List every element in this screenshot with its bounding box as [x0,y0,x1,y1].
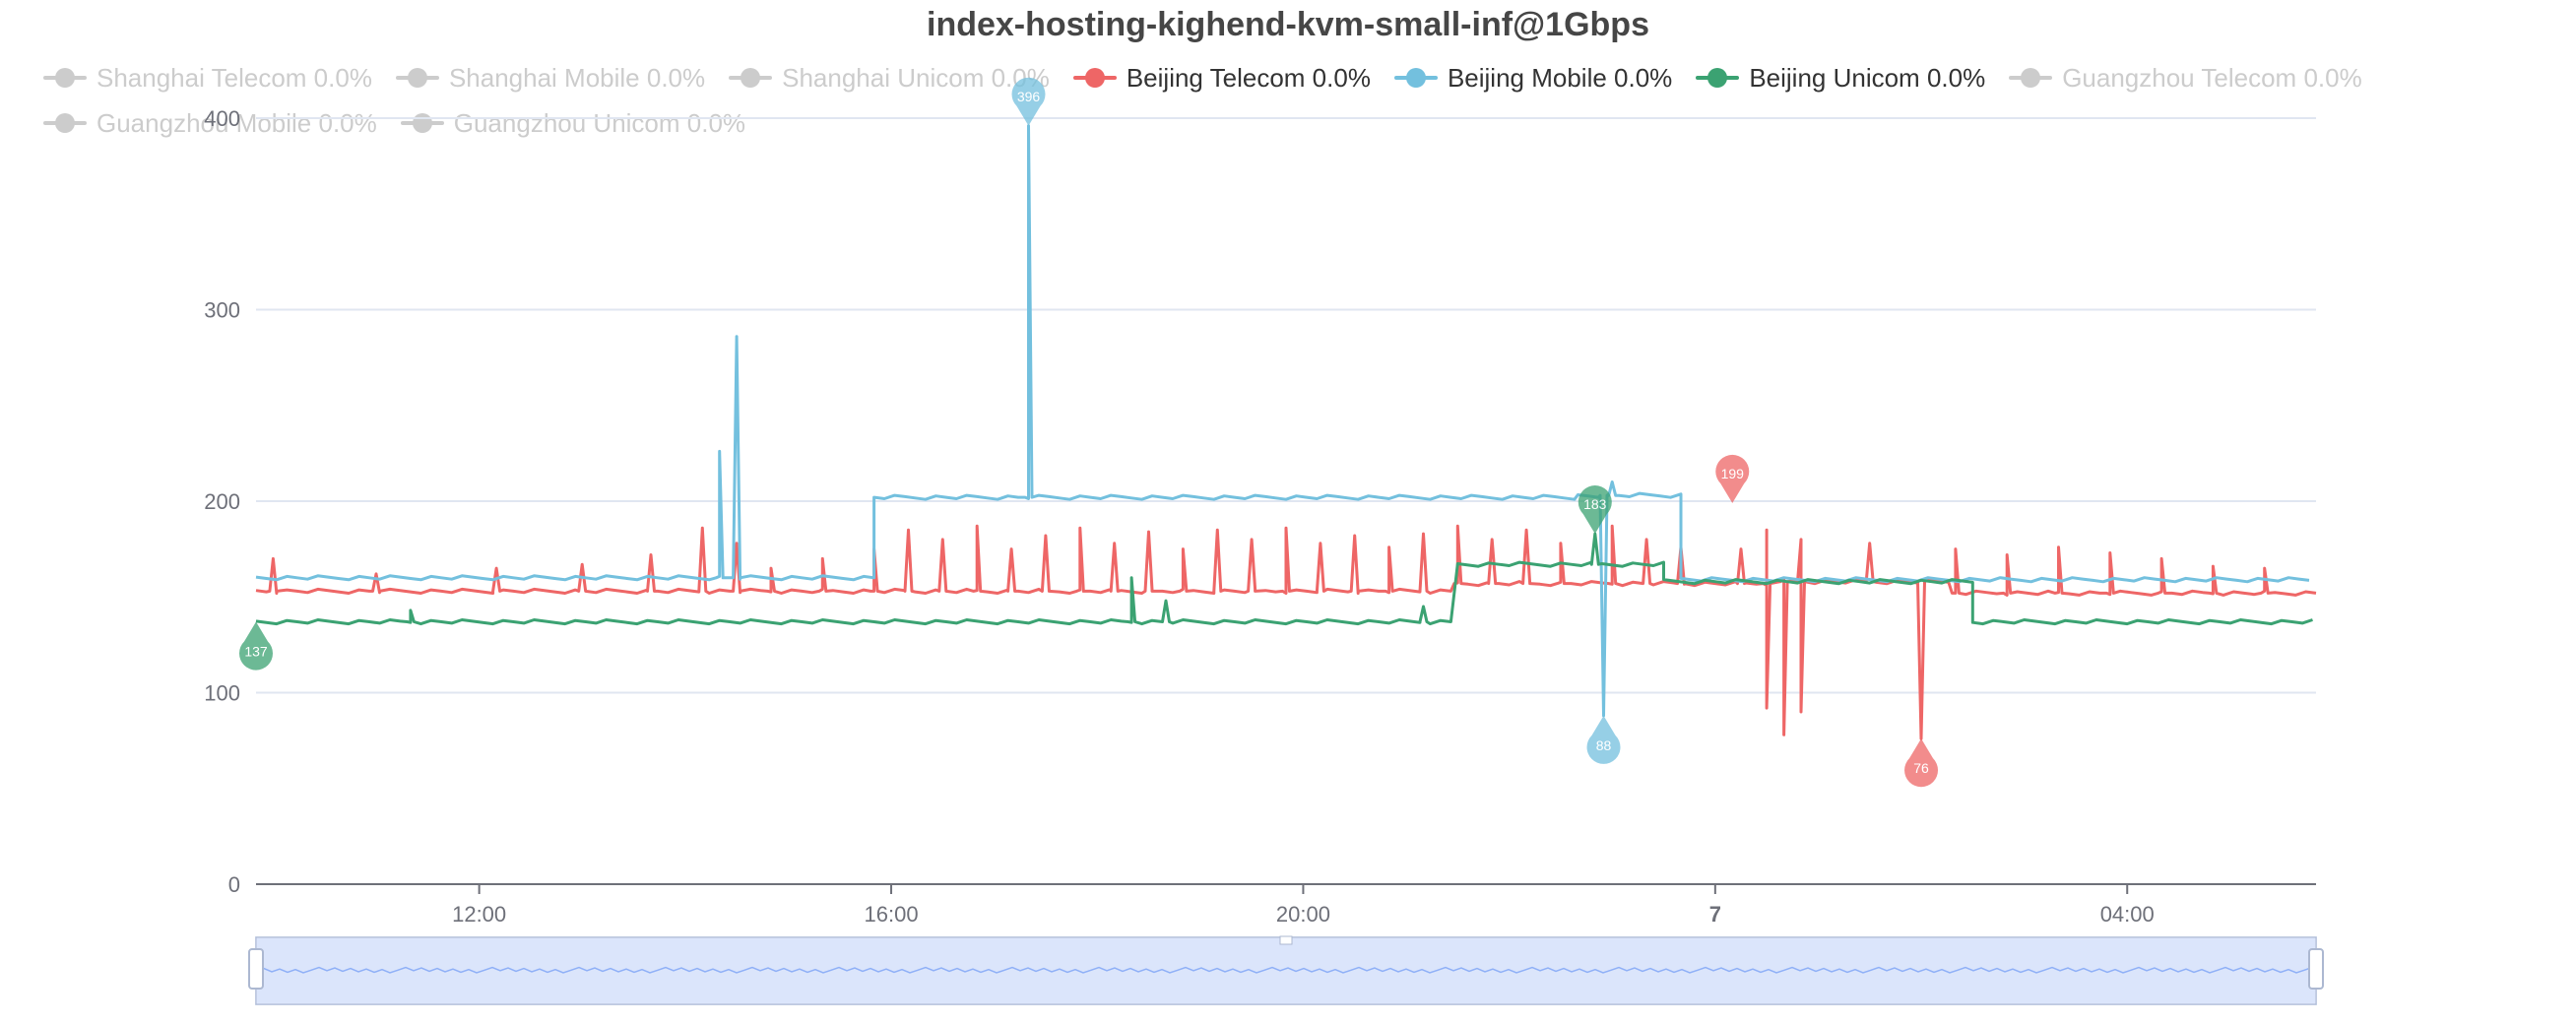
data-zoom-start-handle[interactable] [248,948,264,990]
pin-label: 183 [1583,496,1607,512]
y-tick-label: 300 [204,298,240,323]
y-tick-label: 200 [204,489,240,514]
x-tick-label: 04:00 [2100,902,2155,927]
x-tick-label: 12:00 [452,902,506,927]
legend-label: Guangzhou Unicom 0.0% [453,107,746,138]
legend-line-dot-icon [1072,66,1117,90]
series-line-beijing-unicom [255,532,2313,626]
mark-point-pin: 183 [1578,485,1612,535]
pin-shape [1011,77,1046,126]
x-tick-label: 20:00 [1276,902,1330,927]
y-tick-label: 100 [204,681,240,706]
mark-point-pin: 88 [1586,715,1621,764]
chart-title: index-hosting-kighend-kvm-small-inf@1Gbp… [927,6,1649,43]
legend-line-dot-icon [1696,66,1740,90]
pin-shape [1904,738,1939,788]
pin-shape [238,621,273,671]
legend-line-dot-icon [43,66,87,90]
legend-line-dot-icon [2009,66,2053,90]
legend-label: Guangzhou Mobile 0.0% [97,107,377,138]
mark-point-pin: 396 [1011,77,1046,126]
pin-label: 137 [244,644,268,660]
mark-point-pin: 76 [1904,738,1939,788]
legend-item[interactable]: Guangzhou Telecom 0.0% [2009,55,2362,100]
pin-label: 88 [1596,737,1612,753]
legend-label: Shanghai Telecom 0.0% [97,62,372,93]
legend-label: Shanghai Unicom 0.0% [782,62,1050,93]
legend-item[interactable]: Beijing Unicom 0.0% [1696,55,1985,100]
legend-line-dot-icon [729,66,773,90]
series-line-beijing-telecom [255,524,2317,740]
data-zoom-preview [255,966,2313,974]
y-tick-label: 0 [228,872,240,897]
legend-item[interactable]: Shanghai Unicom 0.0% [729,55,1050,100]
legend-label: Beijing Mobile 0.0% [1447,62,1673,93]
legend-label: Shanghai Mobile 0.0% [448,62,706,93]
legend-item[interactable]: Beijing Mobile 0.0% [1393,55,1673,100]
legend-label: Beijing Unicom 0.0% [1749,62,1986,93]
series-line-beijing-mobile [255,124,2310,718]
pin-shape [1715,454,1750,503]
x-tick-label: 7 [1709,902,1721,927]
x-tick-label: 16:00 [865,902,919,927]
pin-shape [1586,715,1621,764]
pin-label: 76 [1913,760,1929,776]
legend-item[interactable]: Guangzhou Mobile 0.0% [43,100,377,146]
legend-item[interactable]: Shanghai Mobile 0.0% [395,55,706,100]
y-tick-label: 400 [204,106,240,131]
mark-point-pin: 137 [238,621,273,671]
pin-label: 199 [1721,466,1745,481]
legend-label: Beijing Telecom 0.0% [1126,62,1371,93]
legend-line-dot-icon [43,111,87,135]
pin-label: 396 [1017,89,1041,104]
legend-item[interactable]: Guangzhou Unicom 0.0% [400,100,746,146]
legend-line-dot-icon [1393,66,1438,90]
data-zoom-end-handle[interactable] [2308,948,2324,990]
pin-shape [1578,485,1612,535]
legend-item[interactable]: Shanghai Telecom 0.0% [43,55,372,100]
legend-line-dot-icon [395,66,439,90]
legend: Shanghai Telecom 0.0% Shanghai Mobile 0.0… [43,55,2564,146]
mark-point-pin: 199 [1715,454,1750,503]
legend-label: Guangzhou Telecom 0.0% [2062,62,2362,93]
data-zoom-move-handle[interactable] [1279,935,1293,945]
legend-item[interactable]: Beijing Telecom 0.0% [1072,55,1371,100]
